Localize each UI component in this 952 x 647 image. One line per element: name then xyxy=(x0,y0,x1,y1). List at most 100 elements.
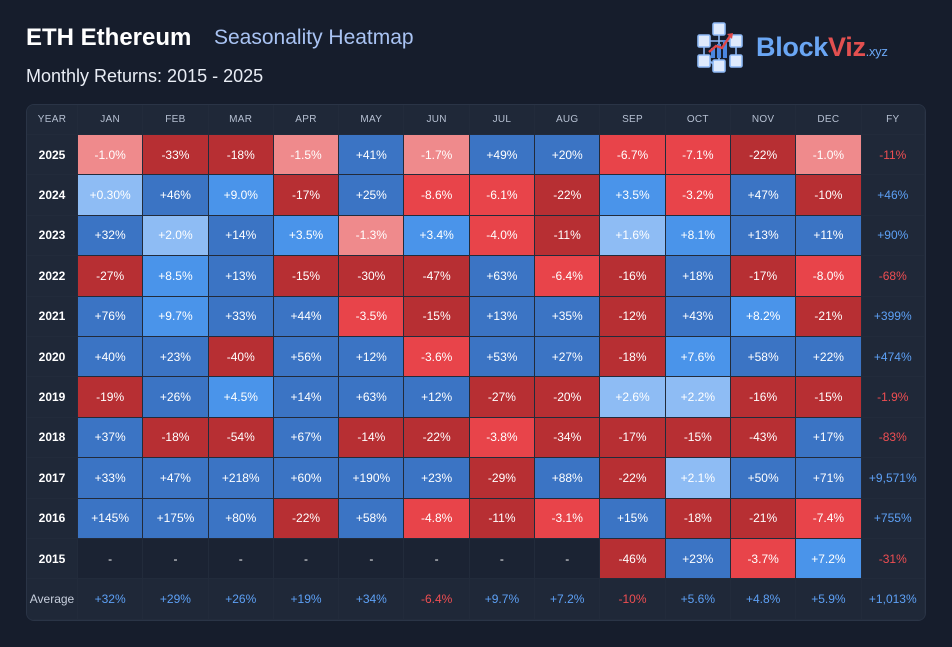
column-header-may: MAY xyxy=(339,105,405,135)
heatmap-cell-2022-may: -30% xyxy=(339,256,405,297)
heatmap-cell-2018-aug: -34% xyxy=(535,417,601,459)
fy-cell-2021: +399% xyxy=(861,296,925,337)
heatmap-cell-2015-dec: +7.2% xyxy=(796,538,862,580)
heatmap-cell-2017-feb: +47% xyxy=(143,458,209,499)
fy-cell-2025: -11% xyxy=(861,135,925,176)
heatmap-cell-2021-oct: +43% xyxy=(665,296,731,337)
heatmap-cell-2023-dec: +11% xyxy=(796,215,862,257)
row-label-2023: 2023 xyxy=(27,215,78,257)
heatmap-cell-2023-may: -1.3% xyxy=(339,215,405,257)
heatmap-cell-2023-apr: +3.5% xyxy=(273,215,340,257)
average-cell-jan: +32% xyxy=(78,579,144,620)
fy-cell-2015: -31% xyxy=(861,538,925,580)
heatmap-cell-2021-may: -3.5% xyxy=(339,296,405,337)
heatmap-cell-2016-feb: +175% xyxy=(143,498,209,539)
heatmap-cell-2015-nov: -3.7% xyxy=(730,538,797,580)
heatmap-cell-2016-jul: -11% xyxy=(469,498,536,539)
heatmap-cell-2022-apr: -15% xyxy=(273,256,340,297)
heatmap-cell-2025-apr: -1.5% xyxy=(273,135,340,176)
fy-cell-2024: +46% xyxy=(861,175,925,216)
row-label-2017: 2017 xyxy=(27,458,78,499)
heatmap-cell-2015-feb: - xyxy=(143,538,209,580)
heatmap-cell-2023-feb: +2.0% xyxy=(143,215,209,257)
heatmap-cell-2018-sep: -17% xyxy=(600,417,666,459)
row-label-2022: 2022 xyxy=(27,256,78,297)
row-label-2021: 2021 xyxy=(27,296,78,337)
average-cell-dec: +5.9% xyxy=(796,579,862,620)
chart-title: Seasonality Heatmap xyxy=(214,26,414,49)
heatmap-cell-2022-sep: -16% xyxy=(600,256,666,297)
heatmap-cell-2021-jul: +13% xyxy=(469,296,536,337)
column-header-jan: JAN xyxy=(78,105,144,135)
heatmap-cell-2018-jan: +37% xyxy=(78,417,144,459)
average-cell-fy: +1,013% xyxy=(861,579,925,620)
heatmap-cell-2016-oct: -18% xyxy=(665,498,731,539)
heatmap-cell-2015-may: - xyxy=(339,538,405,580)
heatmap-cell-2021-mar: +33% xyxy=(208,296,274,337)
heatmap-cell-2017-jul: -29% xyxy=(469,458,536,499)
heatmap-cell-2019-sep: +2.6% xyxy=(600,377,666,418)
average-cell-sep: -10% xyxy=(600,579,666,620)
heatmap-cell-2020-nov: +58% xyxy=(730,336,797,378)
heatmap-cell-2025-jul: +49% xyxy=(469,135,536,176)
heatmap-cell-2016-apr: -22% xyxy=(273,498,340,539)
fy-cell-2020: +474% xyxy=(861,336,925,378)
heatmap-cell-2022-oct: +18% xyxy=(665,256,731,297)
row-label-2018: 2018 xyxy=(27,417,78,459)
heatmap-cell-2020-jul: +53% xyxy=(469,336,536,378)
average-cell-mar: +26% xyxy=(208,579,274,620)
heatmap-cell-2019-jul: -27% xyxy=(469,377,536,418)
heatmap-cell-2025-aug: +20% xyxy=(535,135,601,176)
average-cell-jul: +9.7% xyxy=(469,579,536,620)
blockviz-logo: BlockViz.xyz xyxy=(694,20,926,76)
heatmap-cell-2024-dec: -10% xyxy=(796,175,862,216)
heatmap-grid: YEAR JAN FEB MAR APR MAY JUN JUL AUG SEP OCT NOV DEC… xyxy=(27,105,925,620)
heatmap-cell-2023-aug: -11% xyxy=(535,215,601,257)
heatmap-cell-2015-jun: - xyxy=(404,538,470,580)
heatmap-table: YEAR JAN FEB MAR APR MAY JUN JUL AUG SEP OCT NOV DEC… xyxy=(26,104,926,621)
heatmap-cell-2023-jan: +32% xyxy=(78,215,144,257)
heatmap-cell-2025-nov: -22% xyxy=(730,135,797,176)
heatmap-cell-2018-feb: -18% xyxy=(143,417,209,459)
heatmap-cell-2021-sep: -12% xyxy=(600,296,666,337)
heatmap-cell-2019-feb: +26% xyxy=(143,377,209,418)
heatmap-cell-2017-may: +190% xyxy=(339,458,405,499)
heatmap-cell-2020-oct: +7.6% xyxy=(665,336,731,378)
heatmap-cell-2018-oct: -15% xyxy=(665,417,731,459)
heatmap-cell-2017-sep: -22% xyxy=(600,458,666,499)
heatmap-cell-2020-jun: -3.6% xyxy=(404,336,470,378)
heatmap-cell-2015-sep: -46% xyxy=(600,538,666,580)
heatmap-cell-2019-nov: -16% xyxy=(730,377,797,418)
heatmap-cell-2022-nov: -17% xyxy=(730,256,797,297)
logo-text-suffix: .xyz xyxy=(865,44,888,59)
fy-cell-2018: -83% xyxy=(861,417,925,459)
average-cell-feb: +29% xyxy=(143,579,209,620)
heatmap-cell-2025-mar: -18% xyxy=(208,135,274,176)
heatmap-cell-2015-oct: +23% xyxy=(665,538,731,580)
heatmap-cell-2017-aug: +88% xyxy=(535,458,601,499)
heatmap-cell-2024-aug: -22% xyxy=(535,175,601,216)
logo-text-block: Block xyxy=(756,32,829,62)
column-header-sep: SEP xyxy=(600,105,666,135)
row-label-2025: 2025 xyxy=(27,135,78,176)
heatmap-cell-2016-may: +58% xyxy=(339,498,405,539)
average-cell-jun: -6.4% xyxy=(404,579,470,620)
heatmap-cell-2024-may: +25% xyxy=(339,175,405,216)
column-header-fy: FY xyxy=(861,105,925,135)
heatmap-cell-2016-jan: +145% xyxy=(78,498,144,539)
heatmap-cell-2019-dec: -15% xyxy=(796,377,862,418)
fy-cell-2016: +755% xyxy=(861,498,925,539)
column-header-aug: AUG xyxy=(535,105,601,135)
logo-text-viz: Viz xyxy=(828,32,866,62)
heatmap-cell-2019-apr: +14% xyxy=(273,377,340,418)
heatmap-cell-2024-jun: -8.6% xyxy=(404,175,470,216)
average-cell-oct: +5.6% xyxy=(665,579,731,620)
heatmap-cell-2021-feb: +9.7% xyxy=(143,296,209,337)
heatmap-cell-2019-mar: +4.5% xyxy=(208,377,274,418)
heatmap-cell-2021-aug: +35% xyxy=(535,296,601,337)
average-cell-apr: +19% xyxy=(273,579,340,620)
heatmap-cell-2023-sep: +1.6% xyxy=(600,215,666,257)
heatmap-cell-2019-may: +63% xyxy=(339,377,405,418)
column-header-year: YEAR xyxy=(27,105,78,135)
column-header-jun: JUN xyxy=(404,105,470,135)
